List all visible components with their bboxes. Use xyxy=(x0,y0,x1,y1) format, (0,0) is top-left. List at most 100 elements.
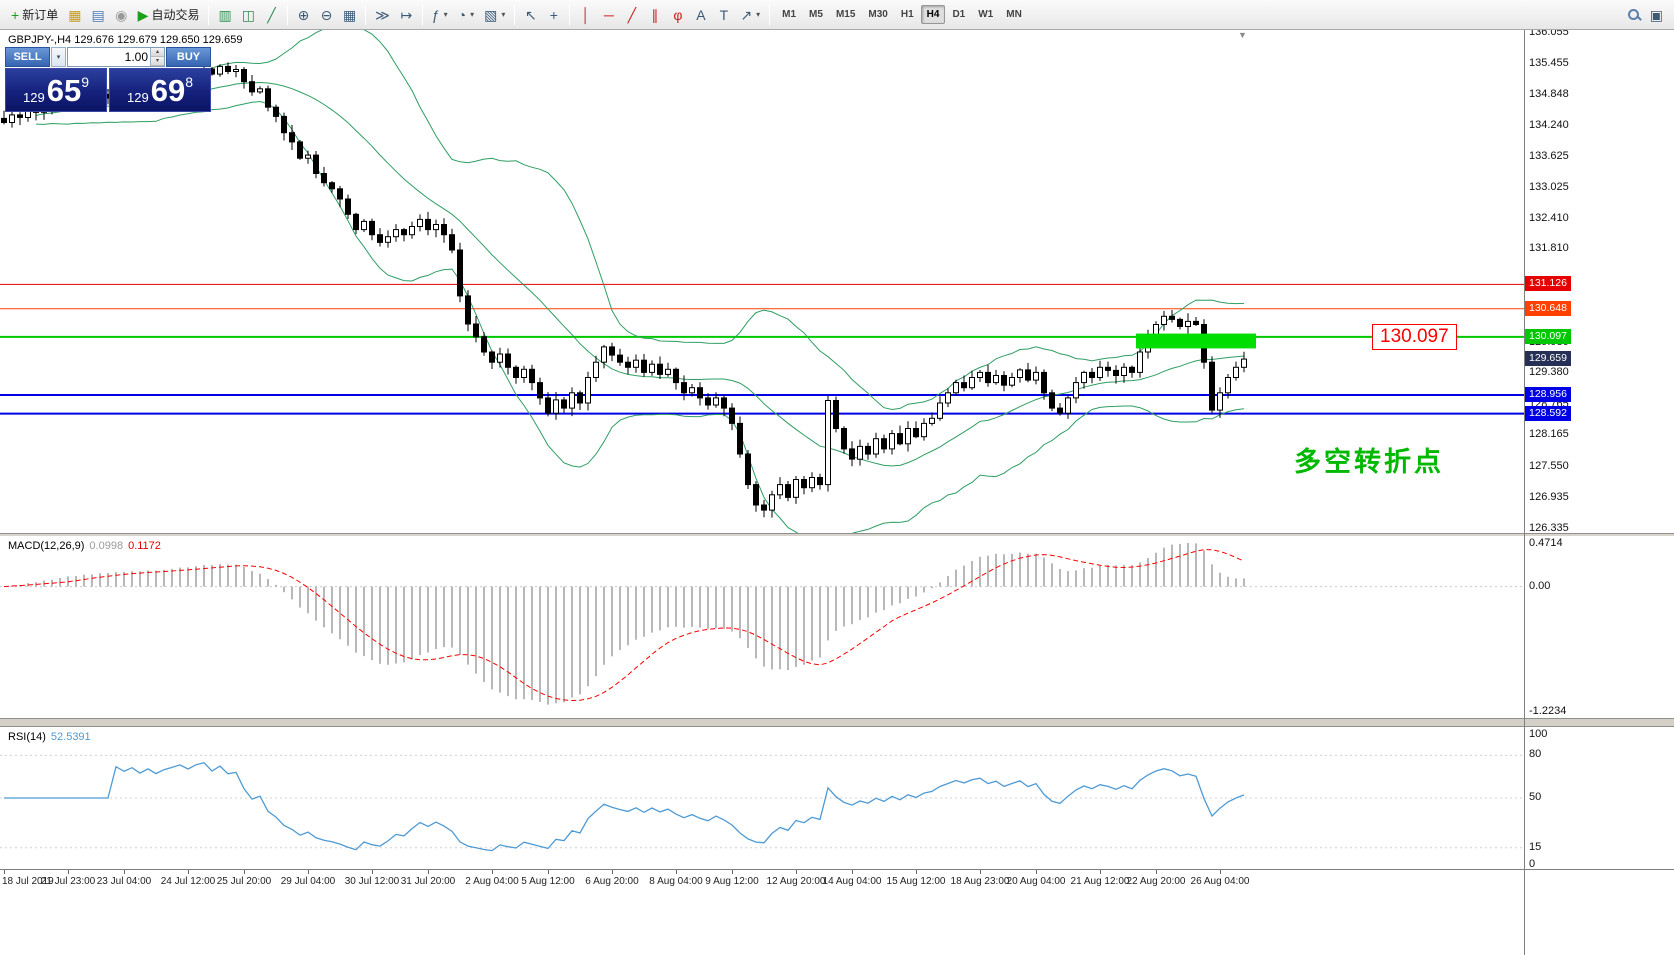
time-axis-label: 22 Aug 20:00 xyxy=(1126,876,1186,887)
candlestick-chart-icon: ◫ xyxy=(241,6,255,23)
timeframe-w1[interactable]: W1 xyxy=(978,9,994,20)
candlestick-chart-button[interactable]: ◫ xyxy=(237,3,260,27)
toolbar-separator xyxy=(514,4,516,25)
layout-button[interactable]: ▣ xyxy=(1645,3,1668,27)
timeframe-m15[interactable]: M15 xyxy=(835,9,856,20)
text-button[interactable]: A xyxy=(689,3,712,27)
time-axis-tick xyxy=(980,870,981,874)
price-axis-label: 126.335 xyxy=(1529,522,1569,534)
time-axis-label: 24 Jul 12:00 xyxy=(160,876,216,887)
time-axis-label: 6 Aug 20:00 xyxy=(585,876,639,887)
order-type-dropdown[interactable]: ▾ xyxy=(51,47,66,67)
bollinger-upper-band xyxy=(35,30,1245,411)
timeframe-h4[interactable]: H4 xyxy=(920,5,946,24)
timeframe-h1[interactable]: H1 xyxy=(900,9,914,20)
auto-trading-button[interactable]: ▶ 自动交易 xyxy=(133,3,205,27)
periods-icon: ◔ xyxy=(457,6,467,23)
label-button[interactable]: T xyxy=(712,3,735,27)
line-chart-icon: ╱ xyxy=(267,6,276,23)
time-axis[interactable]: 18 Jul 2019 21 Jul 23:00 23 Jul 04:00 24 Ju… xyxy=(0,869,1674,955)
chart-shift-icon: ↦ xyxy=(400,6,413,23)
volume-up-button[interactable]: ▴ xyxy=(151,48,164,57)
cursor-button[interactable]: ↖ xyxy=(519,3,542,27)
timeframe-m5[interactable]: M5 xyxy=(809,9,823,20)
time-axis-tick xyxy=(676,870,677,874)
fibonacci-button[interactable]: φ xyxy=(666,3,689,27)
macd-histogram xyxy=(11,543,1245,705)
time-axis-label: 21 Jul 23:00 xyxy=(40,876,96,887)
volume-input[interactable] xyxy=(68,48,150,66)
horizontal-line-button[interactable]: ─ xyxy=(597,3,620,27)
price-chart[interactable] xyxy=(0,30,1524,533)
arrows-button[interactable]: ↗ ▾ xyxy=(735,3,765,27)
rsi-axis-label: 15 xyxy=(1529,841,1542,853)
time-axis-tick xyxy=(4,870,5,874)
periods-button[interactable]: ◔ ▾ xyxy=(453,3,479,27)
price-callout-text[interactable]: 130.097 xyxy=(1372,324,1457,350)
time-axis-tick xyxy=(732,870,733,874)
new-order-icon: + xyxy=(11,6,20,23)
time-axis-tick xyxy=(1100,870,1101,874)
bollinger-lower-band xyxy=(35,100,1245,533)
time-axis-tick xyxy=(1220,870,1221,874)
bar-chart-button[interactable]: ▥ xyxy=(213,3,236,27)
community-button[interactable]: ◉ xyxy=(110,3,133,27)
time-axis-tick xyxy=(124,870,125,874)
time-axis-tick xyxy=(308,870,309,874)
buy-price-box[interactable]: 129 69 8 xyxy=(109,68,211,112)
search-button[interactable] xyxy=(1622,3,1645,27)
volume-down-button[interactable]: ▾ xyxy=(151,57,164,66)
price-axis[interactable]: 136.055 135.455 134.848 134.240 133.625 133.0… xyxy=(1524,26,1674,955)
zoom-in-button[interactable]: ⊕ xyxy=(292,3,315,27)
tile-windows-button[interactable]: ▦ xyxy=(338,3,361,27)
chevron-down-icon: ▾ xyxy=(501,10,506,19)
toolbar-separator xyxy=(421,4,423,25)
trendline-icon: ╱ xyxy=(627,6,637,23)
current-price-tag: 129.659 xyxy=(1525,351,1571,366)
indicators-button[interactable]: ƒ ▾ xyxy=(427,3,453,27)
timeframe-d1[interactable]: D1 xyxy=(952,9,966,20)
bar-chart-icon: ▥ xyxy=(218,6,232,23)
rsi-axis-label: 50 xyxy=(1529,791,1542,803)
zoom-out-icon: ⊖ xyxy=(320,6,333,23)
horizontal-level-lines[interactable] xyxy=(0,283,1524,415)
buy-button[interactable]: BUY xyxy=(166,47,211,67)
time-axis-tick xyxy=(612,870,613,874)
time-axis-tick xyxy=(916,870,917,874)
text-icon: A xyxy=(696,6,706,23)
zoom-out-button[interactable]: ⊖ xyxy=(315,3,338,27)
channel-button[interactable]: ∥ xyxy=(643,3,666,27)
panel-divider-main-macd[interactable] xyxy=(0,533,1674,536)
rsi-value: 52.5391 xyxy=(50,731,91,743)
price-axis-label: 129.380 xyxy=(1529,366,1569,378)
toolbar-separator xyxy=(286,4,288,25)
sell-price-box[interactable]: 129 65 9 xyxy=(5,68,107,112)
chart-profiles-button[interactable]: ▦ xyxy=(63,3,86,27)
timeframe-m30[interactable]: M30 xyxy=(868,9,888,20)
panel-divider-macd-rsi[interactable] xyxy=(0,718,1674,727)
sell-button[interactable]: SELL xyxy=(5,47,50,67)
templates-button[interactable]: ▧ ▾ xyxy=(479,3,510,27)
bollinger-bands xyxy=(35,30,1245,533)
data-window-button[interactable]: ▤ xyxy=(86,3,109,27)
time-axis-tick xyxy=(68,870,69,874)
vertical-line-icon: │ xyxy=(581,6,591,23)
time-axis-label: 21 Aug 12:00 xyxy=(1070,876,1130,887)
crosshair-button[interactable]: + xyxy=(542,3,565,27)
time-axis-label: 9 Aug 12:00 xyxy=(705,876,759,887)
chevron-down-icon: ▾ xyxy=(443,10,448,19)
line-chart-button[interactable]: ╱ xyxy=(260,3,283,27)
highlight-rectangle[interactable] xyxy=(1136,333,1256,349)
chinese-annotation-text[interactable]: 多空转折点 xyxy=(1294,447,1444,477)
buy-price-prefix: 129 xyxy=(127,90,149,105)
time-axis-tick xyxy=(1036,870,1037,874)
auto-scroll-button[interactable]: ≫ xyxy=(370,3,395,27)
timeframe-mn[interactable]: MN xyxy=(1006,9,1022,20)
level-tag-131126: 131.126 xyxy=(1525,276,1571,291)
search-icon xyxy=(1627,9,1639,20)
new-order-button[interactable]: + 新订单 xyxy=(6,3,63,27)
timeframe-m1[interactable]: M1 xyxy=(782,9,797,20)
vertical-line-button[interactable]: │ xyxy=(574,3,597,27)
chart-shift-button[interactable]: ↦ xyxy=(395,3,418,27)
trendline-button[interactable]: ╱ xyxy=(620,3,643,27)
